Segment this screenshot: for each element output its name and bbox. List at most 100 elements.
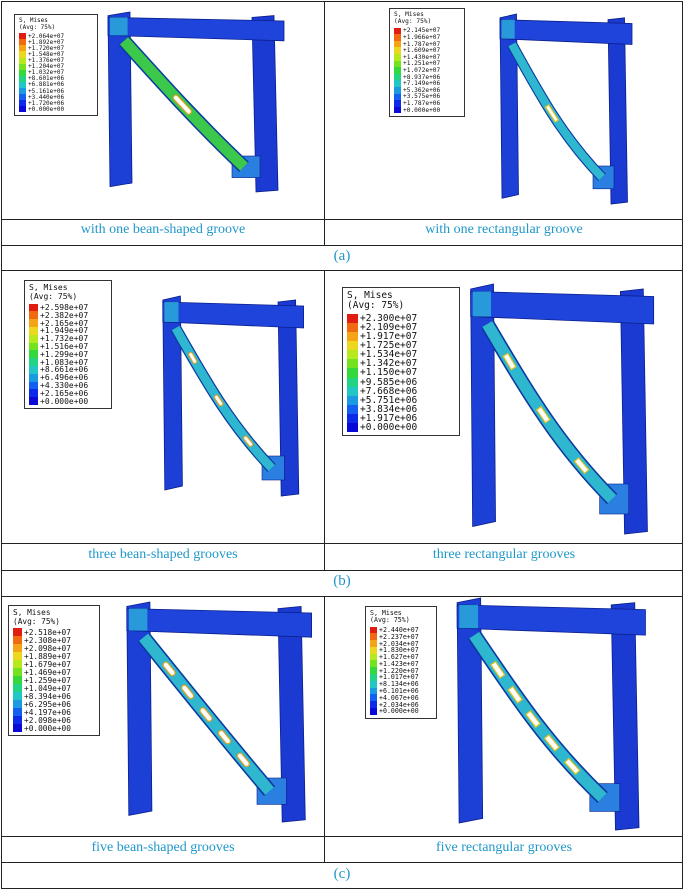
legend-swatch [370, 646, 377, 654]
legend-entry: +1.548e+07 [19, 51, 93, 58]
legend-value: +6.496e+06 [40, 373, 89, 383]
legend-value: +2.300e+07 [360, 312, 418, 324]
legend-entry: +1.083e+07 [29, 358, 107, 367]
legend-swatch [347, 313, 358, 323]
legend-swatch [29, 334, 38, 343]
legend-swatch [19, 88, 26, 95]
rectangular-groove [563, 757, 581, 775]
row-divider [2, 219, 682, 220]
legend-swatch [13, 644, 22, 653]
bean-groove [162, 661, 176, 677]
top-beam [126, 608, 313, 638]
legend-swatch [370, 674, 377, 681]
legend-entry: +7.149e+06 [394, 80, 460, 87]
legend-swatch [19, 33, 26, 40]
legend-entry: +0.000e+00 [29, 397, 107, 406]
panel-caption: five bean-shaped grooves [91, 840, 235, 855]
right-column [607, 17, 628, 205]
row-divider [2, 596, 682, 597]
legend-value: +8.937e+06 [403, 73, 441, 81]
legend-entry: +1.787e+07 [394, 41, 460, 48]
legend-value: +1.949e+07 [40, 326, 89, 336]
legend-entry: +2.440e+07 [370, 625, 432, 634]
legend-entry: +1.150e+07 [347, 367, 455, 378]
stress-hotspot [501, 19, 515, 39]
legend-entry: +4.330e+06 [29, 380, 107, 390]
legend-swatch [13, 724, 22, 733]
legend-value: +8.134e+06 [379, 680, 419, 689]
legend-value: +4.330e+06 [40, 380, 89, 390]
legend-value: +6.295e+06 [24, 699, 71, 709]
legend-subtitle: (Avg: 75%) [13, 616, 60, 626]
stress-hotspot [128, 608, 148, 631]
legend-value: +1.299e+07 [40, 349, 89, 359]
legend-entry: +1.220e+07 [370, 666, 432, 675]
legend-entry: +1.251e+07 [394, 60, 460, 68]
legend-swatch [29, 381, 38, 390]
legend-entry: +1.017e+07 [370, 673, 432, 682]
legend-swatch [29, 389, 38, 398]
legend-title: S, Mises [19, 17, 48, 24]
legend-entry: +5.161e+06 [19, 88, 93, 95]
legend-value: +4.197e+06 [24, 707, 71, 717]
rectangular-groove [535, 405, 551, 424]
bean-groove [213, 394, 224, 407]
legend-swatch [19, 45, 26, 52]
row-divider [2, 543, 682, 544]
legend-entry: +1.423e+07 [370, 660, 432, 668]
legend-value: +1.966e+07 [403, 34, 441, 42]
legend-value: +2.440e+07 [379, 625, 419, 634]
legend-swatch [347, 350, 358, 360]
legend-value: +1.892e+07 [28, 38, 65, 46]
legend-value: +1.251e+07 [403, 60, 441, 68]
rectangular-groove [544, 103, 560, 123]
left-column [470, 283, 496, 527]
legend-swatch [370, 687, 377, 695]
legend-entry: +5.362e+06 [394, 87, 460, 94]
legend-entry: +2.598e+07 [29, 303, 107, 312]
legend-value: +2.308e+07 [24, 635, 71, 645]
legend-swatch [29, 397, 38, 405]
legend-entry: +0.000e+00 [370, 707, 432, 715]
legend-swatch [394, 34, 401, 41]
stress-legend: S, Mises (Avg: 75%) +2.440e+07 +2.237e+07 +2… [365, 606, 437, 719]
legend-swatch [394, 73, 401, 81]
stress-legend: S, Mises (Avg: 75%) +2.518e+07 +2.308e+07 +2… [8, 605, 100, 737]
legend-entry: +1.732e+07 [29, 334, 107, 343]
top-beam [456, 604, 646, 636]
legend-entry: +1.376e+07 [19, 57, 93, 64]
legend-entry: +8.601e+06 [19, 75, 93, 83]
legend-swatch [347, 341, 358, 351]
column-divider [324, 270, 325, 570]
legend-value: +1.017e+07 [379, 673, 419, 682]
legend-swatch [29, 365, 38, 374]
legend-value: +1.220e+07 [379, 666, 419, 675]
legend-swatch [19, 106, 26, 113]
legend-value: +8.601e+06 [28, 75, 65, 83]
top-beam [470, 291, 655, 325]
rectangular-groove [507, 685, 523, 704]
legend-entry: +2.098e+07 [13, 644, 95, 653]
panel-caption: with one rectangular groove [425, 222, 583, 237]
legend-swatch [19, 51, 26, 58]
top-beam [499, 19, 633, 45]
legend-swatch [29, 326, 38, 335]
legend-value: +6.101e+06 [379, 687, 419, 696]
legend-swatch [13, 652, 22, 661]
legend-value: +1.627e+07 [379, 653, 419, 662]
left-column [499, 13, 519, 199]
legend-entry: +1.469e+07 [13, 667, 95, 677]
legend-entry: +1.032e+07 [19, 69, 93, 76]
legend-swatch [347, 359, 358, 369]
legend-entry: +8.937e+06 [394, 74, 460, 81]
legend-value: +1.469e+07 [24, 667, 71, 677]
legend-entry: +1.889e+07 [13, 652, 95, 661]
legend-swatch [370, 653, 377, 661]
legend-value: +1.917e+07 [360, 331, 418, 343]
right-column [277, 299, 300, 497]
legend-entry: +1.679e+07 [13, 660, 95, 669]
legend-swatch [370, 640, 377, 647]
left-column [107, 11, 133, 188]
legend-entry: +8.661e+06 [29, 365, 107, 374]
